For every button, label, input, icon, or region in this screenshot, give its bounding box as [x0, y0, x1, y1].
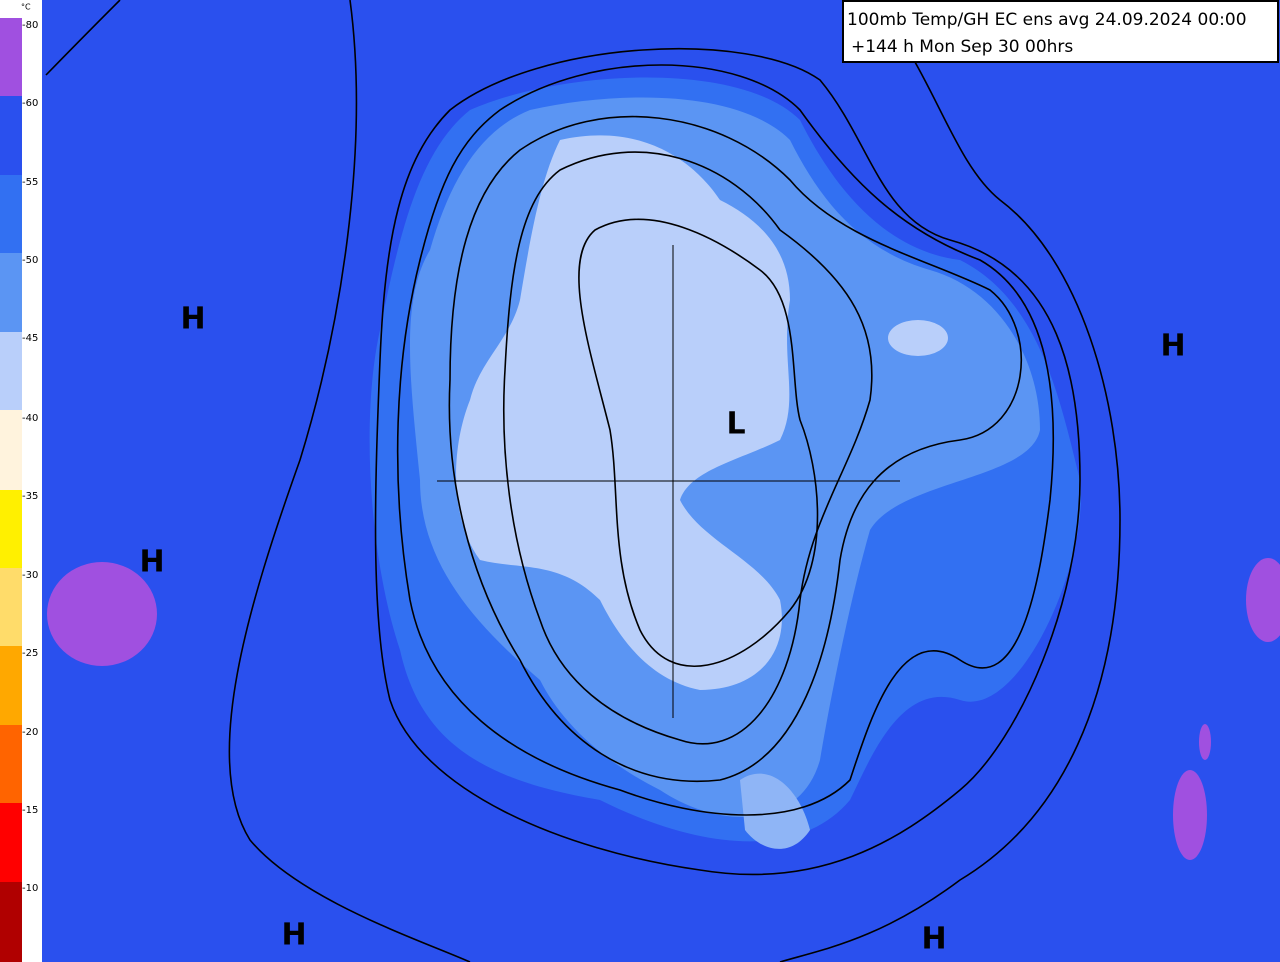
legend: °C -80 -60 -55 -50 -45 -40 -35 -30 -25 -20 -15 -10 — [0, 0, 42, 962]
legend-unit: °C — [21, 3, 31, 12]
legend-label: -50 — [22, 255, 38, 266]
field-80 — [1199, 724, 1211, 760]
field-patch — [740, 773, 810, 849]
legend-label: -45 — [22, 333, 38, 344]
legend-label: -25 — [22, 648, 38, 659]
title-box: 100mb Temp/GH EC ens avg 24.09.2024 00:0… — [842, 0, 1279, 63]
contour — [396, 64, 1055, 816]
contour — [45, 0, 121, 76]
legend-swatch — [0, 96, 22, 175]
field-80 — [1173, 770, 1207, 860]
legend-swatch — [0, 253, 22, 332]
map: H H H H H L — [42, 0, 1280, 962]
legend-swatch — [0, 410, 22, 490]
legend-label: -20 — [22, 727, 38, 738]
subtitle: +144 h Mon Sep 30 00hrs — [851, 37, 1073, 57]
field-45-patch — [888, 320, 948, 356]
legend-label: -30 — [22, 570, 38, 581]
legend-swatch — [0, 568, 22, 646]
legend-label: -35 — [22, 491, 38, 502]
legend-labels: -80 -60 -55 -50 -45 -40 -35 -30 -25 -20 -15 -10 — [22, 20, 38, 894]
contour — [374, 47, 1081, 876]
field-80 — [47, 562, 157, 666]
high-label: H — [1160, 329, 1185, 364]
contour — [779, 0, 1121, 962]
legend-label: -60 — [22, 98, 38, 109]
contour — [228, 0, 471, 962]
contour — [578, 218, 819, 667]
legend-swatch — [0, 803, 22, 882]
title-background — [842, 0, 1279, 63]
legend-swatch — [0, 646, 22, 725]
legend-swatch — [0, 725, 22, 803]
legend-label: -10 — [22, 883, 38, 894]
legend-swatch — [0, 882, 22, 962]
contour — [448, 115, 1022, 782]
legend-swatch — [0, 175, 22, 253]
legend-label: -40 — [22, 413, 38, 424]
legend-swatch — [0, 332, 22, 410]
field-80 — [1246, 558, 1280, 642]
legend-swatch — [0, 18, 22, 96]
high-label: H — [921, 922, 946, 957]
high-label: H — [180, 302, 205, 337]
contour — [502, 151, 873, 745]
legend-label: -55 — [22, 177, 38, 188]
low-label: L — [726, 407, 745, 442]
legend-label: -80 — [22, 20, 38, 31]
field-45 — [456, 135, 790, 691]
high-label: H — [139, 545, 164, 580]
legend-label: -15 — [22, 805, 38, 816]
legend-swatch — [0, 490, 22, 568]
title: 100mb Temp/GH EC ens avg 24.09.2024 00:0… — [847, 10, 1247, 30]
high-label: H — [281, 918, 306, 953]
